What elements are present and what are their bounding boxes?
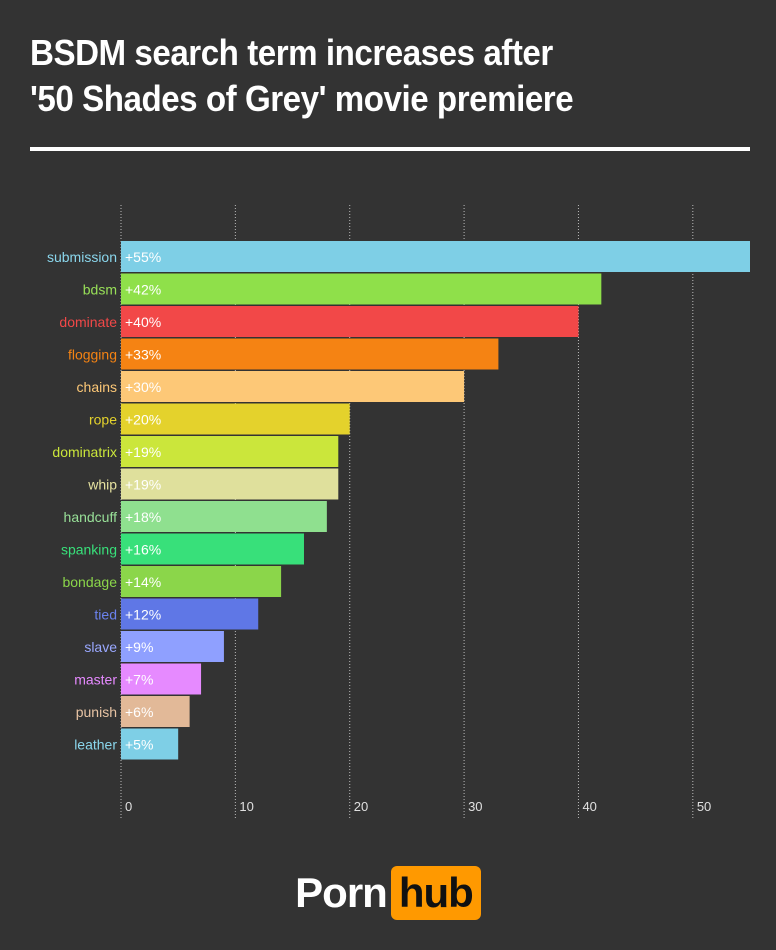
category-label: handcuff: [64, 509, 118, 525]
bar-value-label: +20%: [125, 412, 161, 428]
category-label: bondage: [62, 574, 117, 590]
title-line-1: BSDM search term increases after: [30, 32, 553, 73]
bar: [121, 436, 339, 467]
x-tick-label: 10: [239, 799, 253, 814]
category-label: whip: [87, 477, 117, 493]
bar-value-label: +40%: [125, 314, 161, 330]
bar: [121, 338, 499, 370]
x-tick-label: 50: [697, 799, 711, 814]
category-label: chains: [77, 379, 117, 395]
bar: [121, 371, 465, 402]
category-label: submission: [47, 249, 117, 265]
bar-value-label: +18%: [125, 509, 161, 525]
bar-value-label: +16%: [125, 542, 161, 558]
x-tick-label: 40: [582, 799, 596, 814]
bar-value-label: +5%: [125, 737, 153, 753]
x-tick-label: 0: [125, 799, 132, 814]
category-label: bdsm: [83, 282, 117, 298]
bar: [121, 696, 190, 727]
bar: [121, 566, 282, 597]
bar: [121, 468, 339, 500]
bar: [121, 501, 327, 532]
bar: [121, 728, 179, 760]
category-label: dominatrix: [52, 444, 117, 460]
bar-value-label: +12%: [125, 607, 161, 623]
bar: [121, 533, 304, 565]
brand-logo: Porn hub: [0, 860, 776, 920]
bar: [121, 273, 602, 305]
bar-value-label: +19%: [125, 444, 161, 460]
bar: [121, 241, 750, 272]
category-label: spanking: [61, 542, 117, 558]
x-tick-label: 30: [468, 799, 482, 814]
category-label: tied: [94, 607, 117, 623]
title-underline: [30, 147, 750, 151]
category-label: dominate: [59, 314, 117, 330]
logo-text-porn: Porn: [295, 868, 388, 916]
category-label: flogging: [68, 347, 117, 363]
bar-value-label: +42%: [125, 282, 161, 298]
bar: [121, 306, 579, 337]
title-line-2: '50 Shades of Grey' movie premiere: [30, 78, 574, 119]
category-label: rope: [89, 412, 117, 428]
logo-text-hub: hub: [390, 865, 481, 920]
category-label: master: [74, 672, 117, 688]
category-label: slave: [84, 639, 117, 655]
bar-value-label: +19%: [125, 477, 161, 493]
bar-value-label: +6%: [125, 704, 153, 720]
bar-value-label: +55%: [125, 249, 161, 265]
bar: [121, 663, 202, 695]
category-label: leather: [74, 737, 117, 753]
bar: [121, 598, 259, 630]
bar: [121, 631, 224, 662]
bar-value-label: +14%: [125, 574, 161, 590]
bar-value-label: +30%: [125, 379, 161, 395]
bar-value-label: +33%: [125, 347, 161, 363]
bar-value-label: +9%: [125, 639, 153, 655]
chart-title: BSDM search term increases after '50 Sha…: [30, 30, 692, 122]
bar: [121, 403, 350, 435]
bar-value-label: +7%: [125, 672, 153, 688]
x-tick-label: 20: [354, 799, 368, 814]
category-label: punish: [76, 704, 117, 720]
